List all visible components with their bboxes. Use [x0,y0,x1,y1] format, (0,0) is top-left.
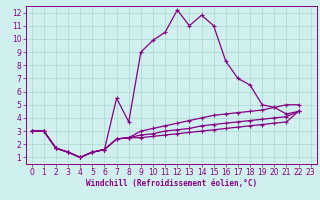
X-axis label: Windchill (Refroidissement éolien,°C): Windchill (Refroidissement éolien,°C) [86,179,257,188]
